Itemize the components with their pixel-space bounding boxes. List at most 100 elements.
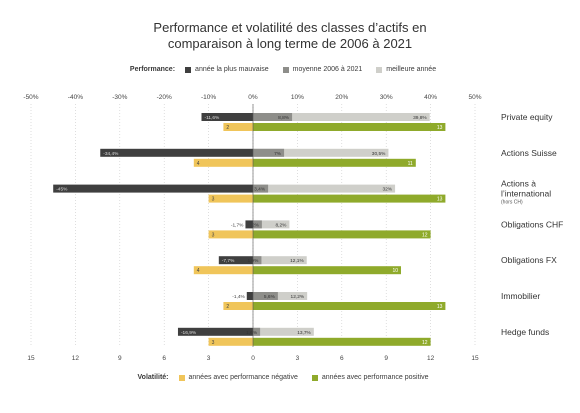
vol-tick-label: 15 bbox=[27, 355, 35, 362]
legend-swatch-best bbox=[376, 66, 383, 73]
bar-worst bbox=[245, 220, 253, 229]
bar-worst bbox=[177, 327, 253, 336]
bar-positive bbox=[253, 158, 416, 167]
bar-best bbox=[253, 220, 290, 229]
label-worst: -1,4% bbox=[232, 294, 245, 300]
perf-tick-label: -20% bbox=[157, 94, 172, 101]
label-best: 12,2% bbox=[291, 294, 305, 300]
bar-best bbox=[253, 256, 307, 265]
label-worst: -45% bbox=[56, 187, 68, 193]
perf-tick-label: 20% bbox=[335, 94, 348, 101]
label-worst: -7,7% bbox=[222, 258, 235, 264]
label-positive: 13 bbox=[437, 304, 443, 310]
label-positive: 11 bbox=[408, 161, 413, 167]
vol-tick-label: 12 bbox=[72, 355, 80, 362]
label-average: 3,4% bbox=[254, 187, 266, 193]
bar-worst bbox=[53, 184, 254, 193]
label-positive: 10 bbox=[392, 268, 398, 274]
bar-average bbox=[253, 220, 262, 229]
bar-negative bbox=[208, 230, 253, 239]
bar-negative bbox=[208, 194, 253, 203]
label-average: 2% bbox=[252, 222, 260, 228]
legend-swatch-worst bbox=[185, 66, 192, 73]
bar-negative bbox=[223, 302, 253, 310]
perf-tick-label: -30% bbox=[112, 94, 127, 101]
perf-tick-label: -10% bbox=[201, 94, 216, 101]
bar-negative bbox=[208, 337, 253, 346]
legend-label-average: moyenne 2006 à 2021 bbox=[292, 66, 363, 73]
label-positive: 12 bbox=[422, 232, 428, 238]
label-positive: 12 bbox=[422, 340, 428, 346]
vol-tick-label: 15 bbox=[471, 355, 479, 362]
label-worst: -16,9% bbox=[181, 330, 197, 336]
vol-tick-label: 3 bbox=[207, 355, 211, 362]
vol-tick-label: 9 bbox=[384, 355, 388, 362]
label-best: 32% bbox=[382, 187, 392, 193]
bar-worst bbox=[100, 148, 253, 157]
vol-tick-label: 6 bbox=[340, 355, 344, 362]
chart-title: Performance et volatilité des classes d’… bbox=[0, 20, 580, 52]
label-positive: 13 bbox=[437, 197, 443, 203]
legend-label-positive: années avec performance positive bbox=[321, 374, 429, 381]
legend-item-best: meilleure année bbox=[376, 66, 436, 73]
category-label: Hedge funds bbox=[501, 327, 549, 337]
legend-item-positive: années avec performance positive bbox=[311, 374, 429, 381]
bar-negative bbox=[223, 123, 253, 131]
perf-tick-label: 0% bbox=[248, 94, 258, 101]
label-average: 7% bbox=[274, 151, 282, 157]
label-worst: -34,4% bbox=[103, 151, 119, 157]
chart-title-line-2: comparaison à long terme de 2006 à 2021 bbox=[167, 36, 413, 51]
perf-tick-label: -40% bbox=[68, 94, 83, 101]
bar-average bbox=[253, 148, 285, 157]
label-best: 39,8% bbox=[413, 115, 427, 121]
label-best: 12,1% bbox=[290, 258, 304, 264]
label-negative: 2 bbox=[226, 125, 229, 131]
bar-positive bbox=[253, 337, 431, 346]
perf-tick-label: 30% bbox=[380, 94, 393, 101]
legend-swatch-average bbox=[282, 66, 289, 73]
bar-negative bbox=[193, 266, 253, 275]
label-average: 8,8% bbox=[278, 115, 290, 121]
legend-label-negative: années avec performance négative bbox=[188, 374, 298, 381]
label-negative: 3 bbox=[212, 232, 215, 238]
category-label: l’international bbox=[501, 189, 551, 199]
label-best: 30,5% bbox=[372, 151, 386, 157]
bar-average bbox=[253, 184, 269, 193]
performance-legend-title: Performance: bbox=[129, 66, 176, 73]
bar-average bbox=[253, 327, 261, 336]
bar-positive bbox=[253, 194, 446, 203]
chart-title-line-1: Performance et volatilité des classes d’… bbox=[153, 20, 427, 35]
category-note: (hors CH) bbox=[501, 200, 523, 206]
bar-average bbox=[253, 113, 293, 121]
bar-positive bbox=[253, 230, 431, 239]
label-negative: 4 bbox=[197, 161, 200, 167]
perf-tick-label: 10% bbox=[291, 94, 304, 101]
bar-best bbox=[253, 327, 314, 336]
legend-label-best: meilleure année bbox=[386, 66, 437, 73]
label-average: 1,9% bbox=[247, 258, 259, 264]
category-label: Private equity bbox=[501, 112, 553, 122]
bar-best bbox=[253, 184, 396, 193]
bar-worst bbox=[201, 113, 253, 121]
label-best: 8,2% bbox=[275, 222, 287, 228]
bar-worst bbox=[218, 256, 253, 265]
legend-item-worst: année la plus mauvaise bbox=[185, 66, 269, 73]
vol-tick-label: 12 bbox=[427, 355, 435, 362]
label-negative: 4 bbox=[197, 268, 200, 274]
vol-tick-label: 9 bbox=[118, 355, 122, 362]
performance-legend: Performance: année la plus mauvaise moye… bbox=[0, 66, 580, 73]
legend-swatch-positive bbox=[311, 374, 318, 381]
vol-tick-label: 6 bbox=[162, 355, 166, 362]
label-worst: -1,7% bbox=[231, 222, 244, 228]
bar-best bbox=[253, 148, 389, 157]
bar-positive bbox=[253, 302, 446, 310]
category-label: Actions à bbox=[501, 179, 536, 189]
category-label: Obligations CHF bbox=[501, 219, 563, 229]
bar-positive bbox=[253, 123, 446, 131]
perf-tick-label: 40% bbox=[424, 94, 437, 101]
label-average: 5,6% bbox=[264, 294, 276, 300]
bar-worst bbox=[246, 292, 253, 300]
vol-tick-label: 3 bbox=[296, 355, 300, 362]
label-positive: 13 bbox=[437, 125, 443, 131]
